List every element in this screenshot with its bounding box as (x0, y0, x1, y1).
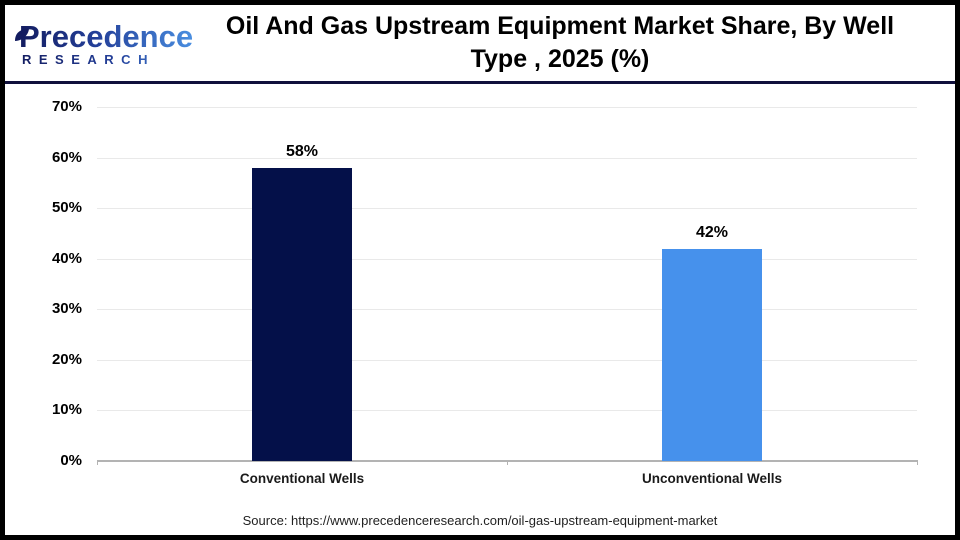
bar-conventional-wells (252, 168, 352, 461)
bar-chart-plot-area: 0% 10% 20% 30% 40% 50% 60% 70% 58% Conventional W… (5, 87, 955, 535)
y-axis-tick-label: 0% (60, 452, 82, 469)
x-axis-category-label: Unconventional Wells (641, 471, 783, 486)
x-axis-category-label: Conventional Wells (239, 471, 365, 486)
y-axis-tick-label: 40% (51, 249, 82, 267)
bar-value-label: 58% (285, 143, 319, 160)
gridline-20% (97, 359, 917, 361)
gridline-70% (97, 107, 917, 108)
y-axis-tick-label: 60% (51, 148, 82, 166)
x-axis-tick (507, 460, 508, 465)
y-axis-tick-label: 10% (51, 401, 82, 419)
gridline-40% (97, 258, 917, 260)
chart-title-line2: Type , 2025 (%) (470, 45, 650, 73)
x-axis-tick (97, 460, 98, 465)
chart-title: Oil And Gas Upstream Equipment Market Sh… (195, 10, 955, 76)
y-axis-tick-label: 30% (51, 300, 82, 318)
bar-unconventional-wells (662, 249, 762, 461)
y-axis-tick-label: 20% (51, 350, 82, 368)
y-axis-tick-label: 70% (51, 98, 82, 115)
chart-title-line1: Oil And Gas Upstream Equipment Market Sh… (225, 12, 895, 40)
leaf-icon (15, 28, 29, 41)
gridline-30% (97, 309, 917, 311)
gridline-10% (97, 410, 917, 412)
header: Precedence RESEARCH Oil And Gas Upstream… (5, 5, 955, 84)
logo-brand-text: Precedence (19, 18, 194, 54)
bar-value-label: 42% (695, 224, 729, 241)
precedence-research-logo: Precedence RESEARCH (5, 20, 195, 67)
logo-subtitle-text: RESEARCH (19, 52, 195, 67)
gridline-50% (97, 208, 917, 210)
source-citation: Source: https://www.precedenceresearch.c… (242, 513, 718, 528)
gridline-60% (97, 157, 917, 159)
y-axis-tick-label: 50% (51, 199, 82, 217)
x-axis-tick (917, 460, 918, 465)
